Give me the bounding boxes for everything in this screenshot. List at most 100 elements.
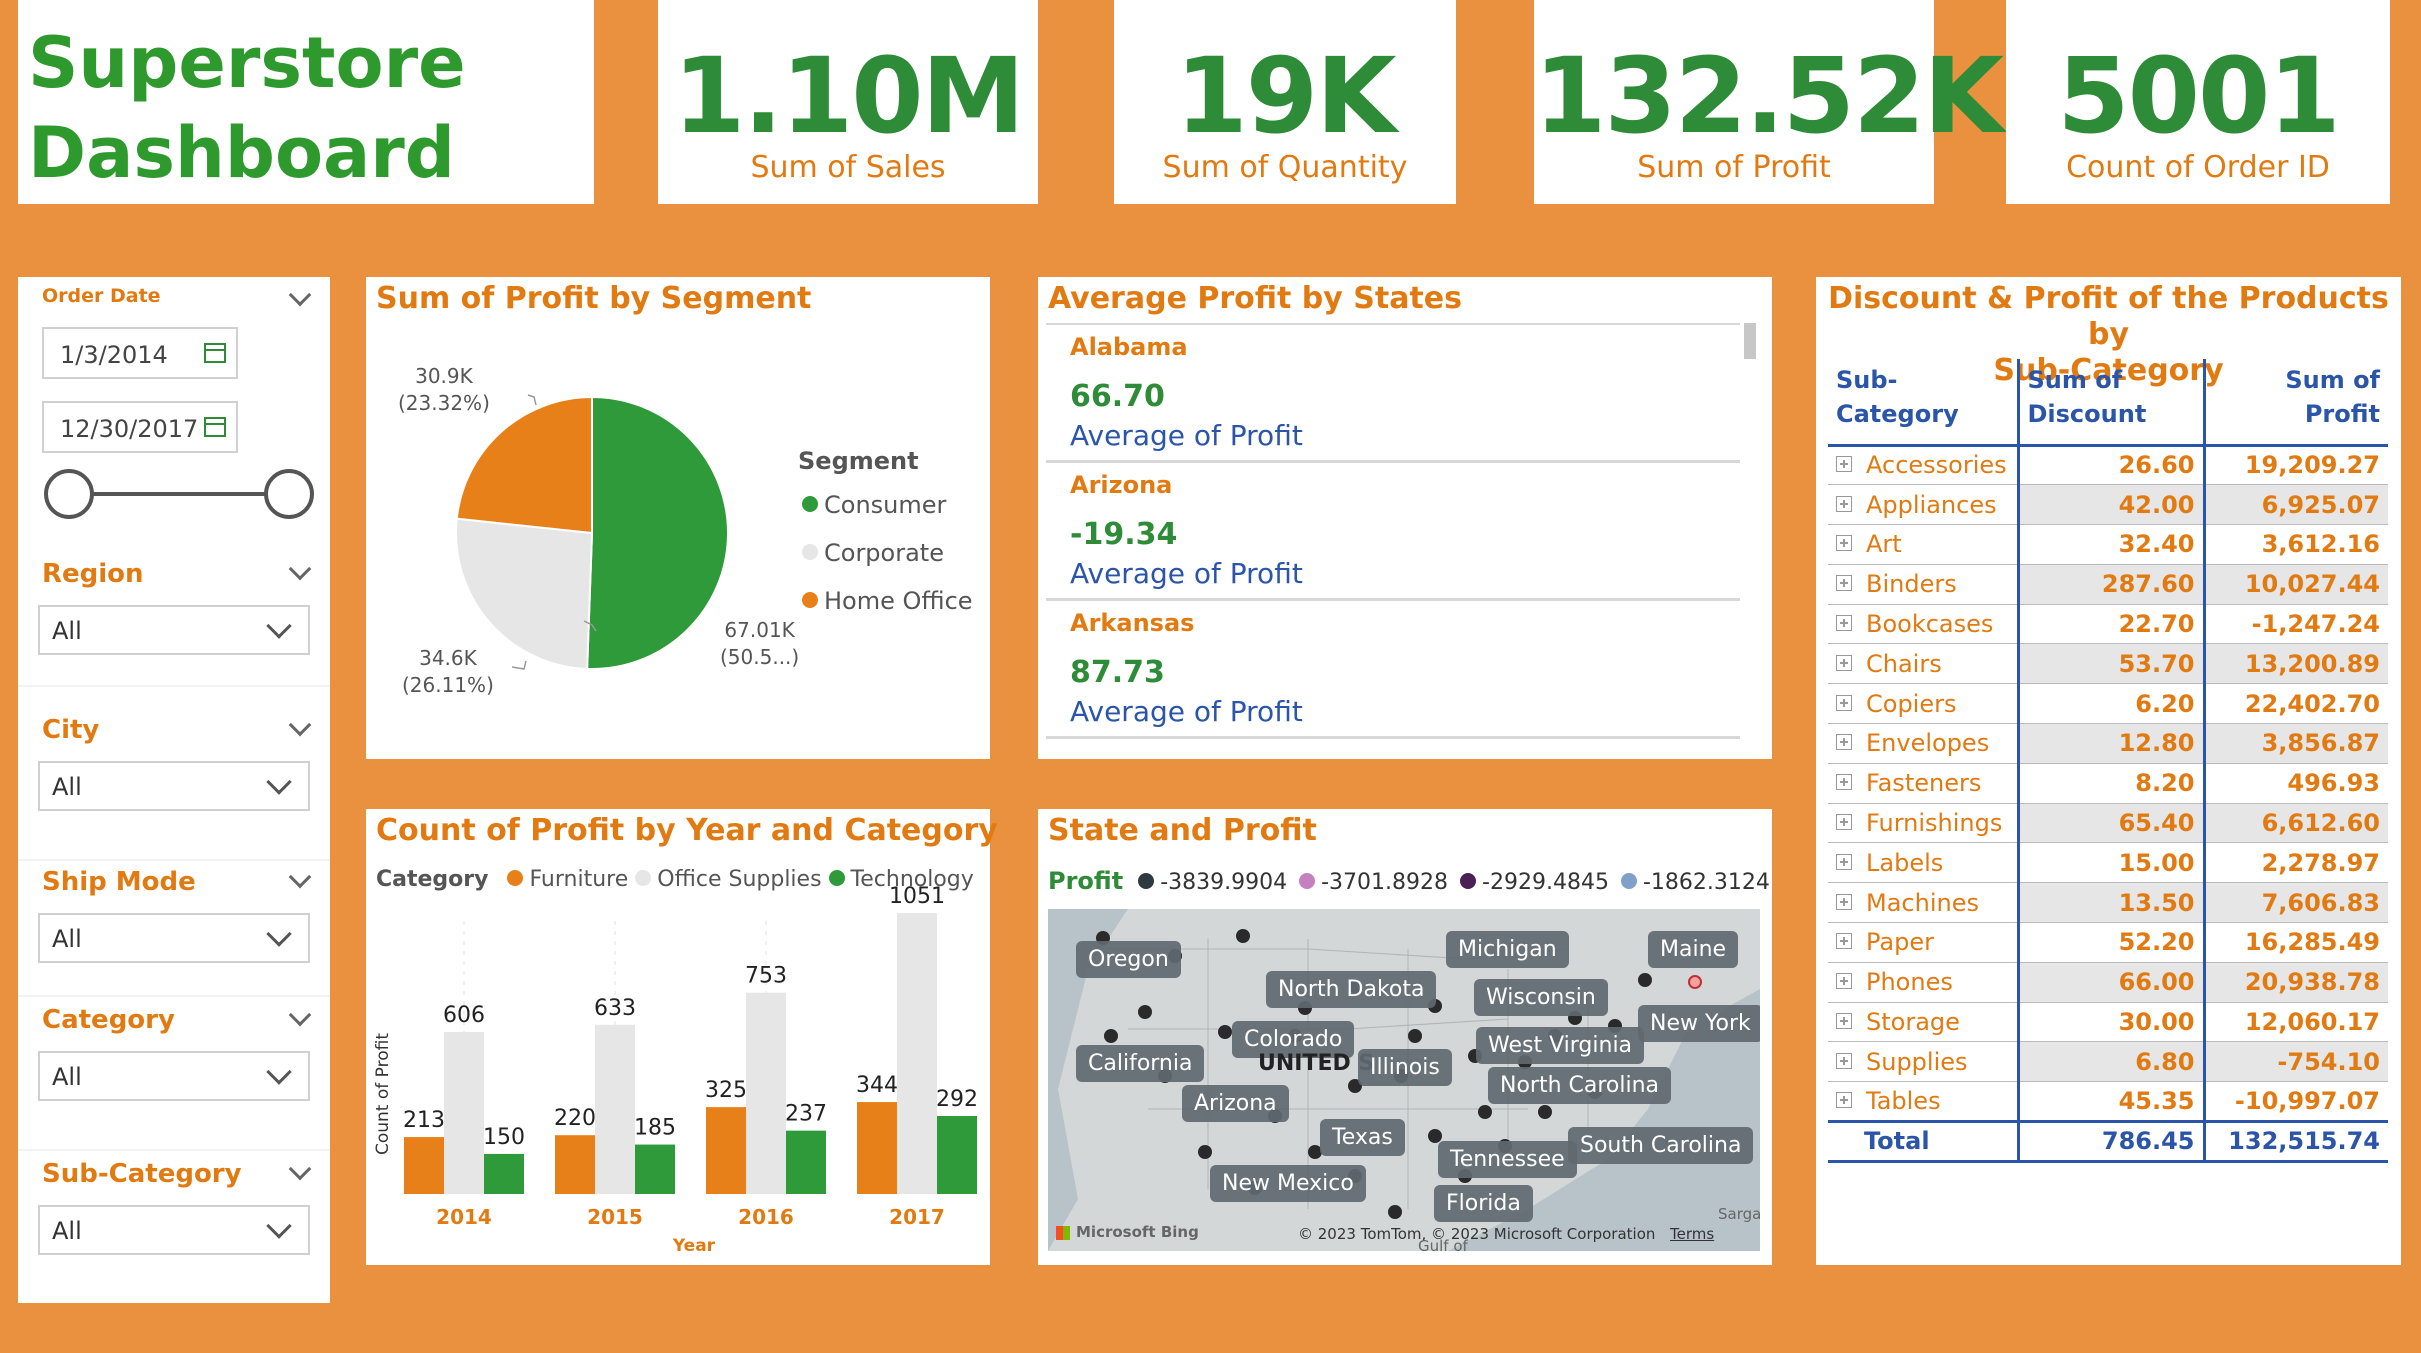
table-row[interactable]: Copiers 6.20 22,402.70 (1828, 683, 2388, 725)
expand-icon[interactable] (1836, 973, 1852, 990)
table-row[interactable]: Paper 52.20 16,285.49 (1828, 922, 2388, 963)
table-row[interactable]: Fasteners 8.20 496.93 (1828, 763, 2388, 804)
bar-technology[interactable] (937, 1115, 977, 1194)
state-item[interactable]: Alabama 66.70 Average of Profit (1046, 325, 1740, 463)
bar-office-supplies[interactable] (897, 913, 937, 1194)
map-point[interactable] (1638, 973, 1652, 987)
map-state-label[interactable]: UNITED S (1258, 1051, 1375, 1076)
expand-icon[interactable] (1836, 575, 1852, 592)
table-row[interactable]: Furnishings 65.40 6,612.60 (1828, 803, 2388, 844)
legend-item-office-supplies[interactable]: Office Supplies (635, 867, 822, 892)
map-state-label[interactable]: Wisconsin (1474, 979, 1608, 1016)
map-state-label[interactable]: North Carolina (1488, 1067, 1672, 1104)
state-item[interactable]: Arkansas 87.73 Average of Profit (1046, 601, 1740, 739)
map-state-label[interactable]: West Virginia (1476, 1027, 1645, 1064)
legend-item-corporate[interactable]: Corporate (802, 539, 944, 567)
chevron-down-icon[interactable] (288, 865, 312, 889)
bar-furniture[interactable] (857, 1102, 897, 1194)
map-point[interactable] (1138, 1005, 1152, 1019)
map-state-label[interactable]: New Mexico (1210, 1165, 1366, 1202)
map-point[interactable] (1428, 1129, 1442, 1143)
table-row[interactable]: Binders 287.60 10,027.44 (1828, 564, 2388, 605)
map-state-label[interactable]: South Carolina (1568, 1127, 1754, 1164)
bar-office-supplies[interactable] (444, 1032, 484, 1194)
table-row[interactable]: Phones 66.00 20,938.78 (1828, 962, 2388, 1003)
expand-icon[interactable] (1836, 893, 1852, 910)
map-state-label[interactable]: Colorado (1232, 1021, 1355, 1058)
expand-icon[interactable] (1836, 654, 1852, 671)
expand-icon[interactable] (1836, 1092, 1852, 1109)
chevron-down-icon[interactable] (288, 557, 312, 581)
map-point-highlight[interactable] (1688, 975, 1702, 989)
map-point[interactable] (1236, 929, 1250, 943)
map-state-label[interactable]: Illinois (1358, 1049, 1452, 1086)
chevron-down-icon[interactable] (288, 713, 312, 737)
legend-item-technology[interactable]: Technology (828, 867, 974, 892)
bar-furniture[interactable] (555, 1135, 595, 1194)
map-point[interactable] (1308, 1145, 1322, 1159)
map-state-label[interactable]: Michigan (1446, 931, 1569, 968)
table-row[interactable]: Chairs 53.70 13,200.89 (1828, 643, 2388, 685)
start-date-input[interactable]: 1/3/2014 (42, 327, 238, 379)
bar-technology[interactable] (635, 1144, 675, 1194)
legend-item-home-office[interactable]: Home Office (802, 587, 973, 615)
pie-slice-corporate[interactable] (455, 517, 594, 670)
ship-mode-dropdown[interactable]: All (38, 913, 310, 963)
map-state-label[interactable]: Maine (1648, 931, 1739, 968)
map-point[interactable] (1198, 1145, 1212, 1159)
expand-icon[interactable] (1836, 814, 1852, 831)
map-state-label[interactable]: New York (1638, 1005, 1760, 1042)
table-row[interactable]: Art 32.40 3,612.16 (1828, 524, 2388, 565)
expand-icon[interactable] (1836, 535, 1852, 552)
calendar-icon[interactable] (204, 343, 226, 363)
table-row[interactable]: Supplies 6.80 -754.10 (1828, 1041, 2388, 1083)
map-point[interactable] (1408, 1029, 1422, 1043)
map-point[interactable] (1388, 1205, 1402, 1219)
city-dropdown[interactable]: All (38, 761, 310, 811)
category-dropdown[interactable]: All (38, 1051, 310, 1101)
table-row[interactable]: Labels 15.00 2,278.97 (1828, 842, 2388, 884)
map-point[interactable] (1538, 1105, 1552, 1119)
legend-item[interactable]: -2929.4845 (1460, 870, 1609, 895)
map-state-label[interactable]: Texas (1320, 1119, 1405, 1156)
expand-icon[interactable] (1836, 1013, 1852, 1030)
chevron-down-icon[interactable] (288, 1003, 312, 1027)
column-header-sub-category[interactable]: Sub-Category (1828, 359, 2018, 447)
map-point[interactable] (1104, 1029, 1118, 1043)
scrollbar-thumb[interactable] (1744, 323, 1756, 359)
expand-icon[interactable] (1836, 495, 1852, 512)
map-state-label[interactable]: Oregon (1076, 941, 1181, 978)
map-terms-link[interactable]: Terms (1670, 1225, 1715, 1243)
bar-office-supplies[interactable] (595, 1024, 635, 1194)
map-state-label[interactable]: North Dakota (1266, 971, 1437, 1008)
expand-icon[interactable] (1836, 853, 1852, 870)
table-row[interactable]: Bookcases 22.70 -1,247.24 (1828, 604, 2388, 645)
calendar-icon[interactable] (204, 417, 226, 437)
expand-icon[interactable] (1836, 774, 1852, 791)
legend-item-consumer[interactable]: Consumer (802, 491, 946, 519)
bar-technology[interactable] (484, 1153, 524, 1194)
chevron-down-icon[interactable] (288, 283, 312, 307)
map-state-label[interactable]: Arizona (1182, 1085, 1289, 1122)
expand-icon[interactable] (1836, 456, 1852, 473)
table-row[interactable]: Storage 30.00 12,060.17 (1828, 1002, 2388, 1043)
state-item[interactable]: Arizona -19.34 Average of Profit (1046, 463, 1740, 601)
pie-slice-consumer[interactable] (586, 395, 729, 670)
table-row[interactable]: Appliances 42.00 6,925.07 (1828, 484, 2388, 526)
table-row[interactable]: Envelopes 12.80 3,856.87 (1828, 723, 2388, 764)
expand-icon[interactable] (1836, 1052, 1852, 1069)
table-row[interactable]: Tables 45.35 -10,997.07 (1828, 1081, 2388, 1123)
expand-icon[interactable] (1836, 615, 1852, 632)
expand-icon[interactable] (1836, 734, 1852, 751)
date-range-end-handle[interactable] (264, 469, 314, 519)
map-point[interactable] (1218, 1025, 1232, 1039)
legend-item[interactable]: -3701.8928 (1299, 870, 1448, 895)
date-range-track[interactable] (68, 492, 308, 496)
map-canvas[interactable]: Oregon North Dakota Michigan Maine Wisconsin… (1048, 909, 1760, 1251)
bar-furniture[interactable] (404, 1137, 444, 1194)
region-dropdown[interactable]: All (38, 605, 310, 655)
map-state-label[interactable]: Tennessee (1438, 1141, 1577, 1178)
pie-slice-home-office[interactable] (455, 395, 593, 535)
map-state-label[interactable]: California (1076, 1045, 1205, 1082)
map-state-label[interactable]: Florida (1434, 1185, 1533, 1222)
